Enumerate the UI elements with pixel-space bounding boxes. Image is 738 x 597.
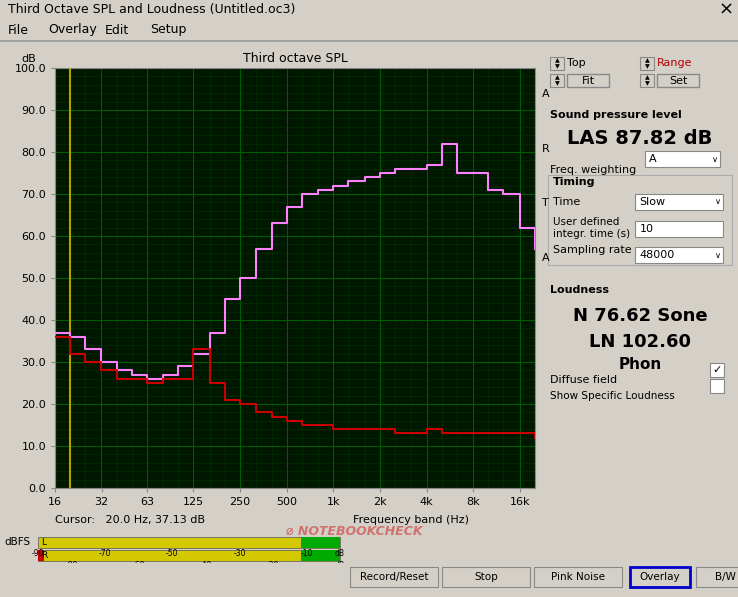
Text: Top: Top — [567, 59, 586, 69]
Text: Frequency band (Hz): Frequency band (Hz) — [353, 515, 469, 525]
Text: -60: -60 — [132, 562, 145, 571]
Text: dB: dB — [335, 562, 345, 571]
Text: File: File — [8, 23, 29, 36]
Text: Loudness: Loudness — [550, 285, 609, 295]
Bar — [38, 550, 340, 561]
FancyBboxPatch shape — [550, 74, 564, 87]
Text: 10: 10 — [640, 224, 654, 234]
FancyBboxPatch shape — [640, 57, 654, 70]
FancyBboxPatch shape — [548, 175, 732, 265]
Text: R: R — [542, 144, 550, 153]
Text: Setup: Setup — [150, 23, 187, 36]
Text: User defined
integr. time (s): User defined integr. time (s) — [553, 217, 630, 239]
Text: dB: dB — [335, 549, 345, 558]
Text: ▲: ▲ — [644, 58, 649, 63]
Text: Edit: Edit — [105, 23, 129, 36]
Text: Slow: Slow — [639, 197, 665, 207]
Bar — [38, 550, 44, 561]
Text: Third Octave SPL and Loudness (Untitled.oc3): Third Octave SPL and Loudness (Untitled.… — [8, 4, 295, 17]
Text: A: A — [649, 154, 657, 164]
Text: Phon: Phon — [618, 357, 662, 372]
FancyBboxPatch shape — [567, 74, 609, 87]
FancyBboxPatch shape — [630, 567, 690, 587]
Text: Overlay: Overlay — [48, 23, 97, 36]
FancyBboxPatch shape — [645, 151, 720, 167]
FancyBboxPatch shape — [696, 567, 738, 587]
FancyBboxPatch shape — [710, 379, 724, 393]
FancyBboxPatch shape — [640, 74, 654, 87]
Text: -10: -10 — [300, 549, 313, 558]
Text: -20: -20 — [266, 562, 279, 571]
Text: Fit: Fit — [582, 75, 595, 85]
Bar — [301, 537, 340, 548]
FancyBboxPatch shape — [635, 247, 723, 263]
Text: ×: × — [718, 1, 734, 19]
FancyBboxPatch shape — [442, 567, 530, 587]
Text: T: T — [542, 198, 549, 208]
Text: Set: Set — [669, 75, 687, 85]
Text: Overlay: Overlay — [640, 572, 680, 582]
Text: Diffuse field: Diffuse field — [550, 375, 617, 385]
FancyBboxPatch shape — [657, 74, 699, 87]
Text: Freq. weighting: Freq. weighting — [550, 165, 636, 175]
Text: ▼: ▼ — [555, 64, 559, 69]
Text: Record/Reset: Record/Reset — [359, 572, 428, 582]
Text: ▼: ▼ — [555, 81, 559, 86]
FancyBboxPatch shape — [350, 567, 438, 587]
Text: N 76.62 Sone: N 76.62 Sone — [573, 307, 707, 325]
Text: -50: -50 — [166, 549, 179, 558]
Text: ∨: ∨ — [715, 198, 721, 207]
Text: -40: -40 — [200, 562, 212, 571]
FancyBboxPatch shape — [550, 57, 564, 70]
Bar — [38, 537, 340, 548]
Text: Sampling rate: Sampling rate — [553, 245, 632, 255]
FancyBboxPatch shape — [635, 221, 723, 237]
Text: ▼: ▼ — [644, 64, 649, 69]
Text: ⌀ NOTEBOOKCHECK: ⌀ NOTEBOOKCHECK — [286, 525, 422, 538]
Text: ▼: ▼ — [644, 81, 649, 86]
Text: Stop: Stop — [474, 572, 498, 582]
Text: Time: Time — [553, 197, 580, 207]
Text: dBFS: dBFS — [4, 537, 30, 547]
Text: ✓: ✓ — [712, 365, 722, 375]
Text: -30: -30 — [233, 549, 246, 558]
Text: 48000: 48000 — [639, 250, 675, 260]
Text: -90: -90 — [32, 549, 44, 558]
Text: A: A — [542, 89, 550, 99]
Text: LN 102.60: LN 102.60 — [589, 333, 691, 351]
Text: Sound pressure level: Sound pressure level — [550, 110, 682, 120]
Text: B/W: B/W — [715, 572, 736, 582]
Text: Cursor:   20.0 Hz, 37.13 dB: Cursor: 20.0 Hz, 37.13 dB — [55, 515, 205, 525]
Text: LAS 87.82 dB: LAS 87.82 dB — [568, 128, 713, 147]
Text: -70: -70 — [99, 549, 111, 558]
Text: ▲: ▲ — [555, 75, 559, 80]
Text: ∨: ∨ — [715, 251, 721, 260]
Text: R: R — [41, 551, 47, 560]
FancyBboxPatch shape — [710, 363, 724, 377]
Text: dB: dB — [21, 54, 36, 64]
FancyBboxPatch shape — [635, 194, 723, 210]
Text: Range: Range — [657, 59, 692, 69]
Bar — [301, 550, 340, 561]
Title: Third octave SPL: Third octave SPL — [243, 53, 348, 66]
Text: L: L — [41, 538, 46, 547]
Text: ▲: ▲ — [555, 58, 559, 63]
Text: Pink Noise: Pink Noise — [551, 572, 605, 582]
Text: -80: -80 — [66, 562, 77, 571]
Text: ∨: ∨ — [712, 155, 718, 164]
Text: Show Specific Loudness: Show Specific Loudness — [550, 391, 675, 401]
Text: Timing: Timing — [553, 177, 596, 187]
Text: ▲: ▲ — [644, 75, 649, 80]
FancyBboxPatch shape — [534, 567, 622, 587]
Text: A: A — [542, 253, 550, 263]
